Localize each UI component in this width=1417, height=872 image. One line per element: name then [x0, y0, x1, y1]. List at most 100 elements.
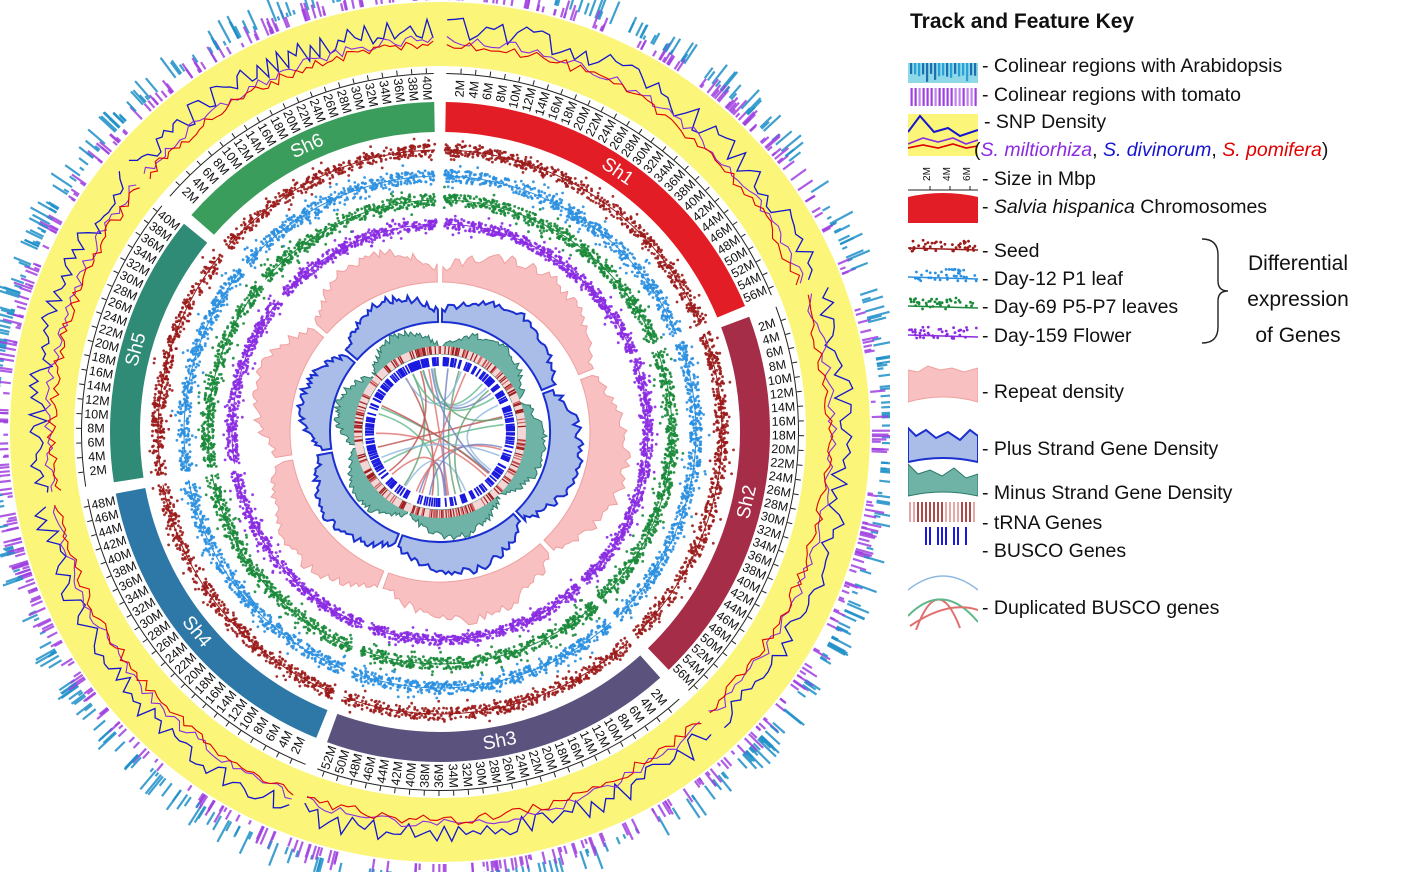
arabidopsis-bar [880, 469, 890, 473]
expression-point [583, 212, 586, 215]
arabidopsis-bar [788, 151, 802, 162]
tick-mark [789, 346, 795, 350]
expression-point [164, 466, 167, 470]
tomato-bar [11, 561, 29, 570]
expression-point [377, 708, 381, 711]
expression-point [587, 229, 590, 232]
expression-point [339, 172, 343, 175]
expression-point [162, 393, 166, 397]
tomato-bar [580, 839, 586, 849]
expression-point [241, 237, 245, 240]
expression-point [670, 524, 674, 527]
arabidopsis-bar [311, 0, 316, 9]
arabidopsis-bar [847, 600, 862, 608]
expression-point [450, 709, 454, 712]
expression-point [625, 646, 628, 650]
expression-point [720, 462, 724, 465]
arabidopsis-bar [760, 735, 780, 754]
tomato-bar [8, 559, 29, 568]
expression-point [715, 415, 718, 419]
tomato-bar [598, 833, 606, 848]
expression-point [661, 296, 664, 300]
expression-point [560, 198, 564, 202]
expression-point [712, 422, 716, 426]
arabidopsis-bar [598, 10, 604, 21]
tomato-bar [117, 728, 128, 738]
arabidopsis-bar [0, 331, 10, 336]
expression-point [721, 375, 724, 379]
expression-point [163, 459, 167, 463]
expression-point [647, 261, 651, 265]
arabidopsis-bar [47, 650, 58, 658]
expression-point [277, 192, 281, 195]
expression-point [624, 222, 627, 226]
expression-point [715, 351, 718, 355]
expression-point [678, 570, 682, 573]
expression-point [220, 600, 224, 604]
expression-point [696, 361, 700, 365]
expression-point [566, 175, 570, 179]
expression-point [517, 704, 520, 708]
arabidopsis-bar [70, 693, 85, 705]
snp-line [446, 42, 801, 286]
expression-point [633, 257, 637, 260]
tick-label: 12M [519, 86, 539, 113]
expression-point [192, 300, 196, 304]
tick-mark [237, 730, 242, 736]
expression-point [719, 372, 723, 375]
tomato-bar [837, 598, 846, 603]
arabidopsis-bar [112, 112, 125, 125]
expression-point [656, 249, 660, 252]
expression-point [162, 349, 166, 353]
tomato-bar [39, 220, 59, 232]
expression-point [539, 201, 543, 205]
expression-point [614, 238, 618, 242]
expression-point [296, 678, 299, 682]
tomato-bar [557, 847, 565, 866]
expression-point [485, 157, 489, 161]
expression-point [471, 155, 475, 159]
arabidopsis-bar [833, 227, 842, 234]
expression-point [461, 140, 465, 143]
arabidopsis-bar [879, 479, 890, 483]
arabidopsis-bar [77, 691, 84, 697]
tomato-bar [19, 286, 32, 293]
arabidopsis-bar [784, 141, 804, 158]
expression-point [682, 535, 686, 539]
tomato-bar [154, 758, 159, 764]
tomato-bar [461, 0, 464, 1]
tick-mark [394, 788, 396, 794]
tomato-bar [717, 89, 730, 103]
tomato-bar [520, 856, 525, 865]
arabidopsis-bar [93, 719, 106, 732]
expression-point [612, 647, 616, 651]
tomato-bar [412, 0, 415, 1]
tick-mark [87, 339, 93, 343]
expression-point [542, 690, 545, 694]
expression-point [620, 599, 624, 602]
expression-point [330, 174, 334, 177]
expression-point [185, 546, 189, 549]
expression-point [678, 358, 682, 361]
tomato-bar [32, 262, 42, 268]
expression-point [664, 258, 668, 262]
expression-point [640, 595, 643, 599]
expression-point [693, 296, 696, 299]
expression-point [680, 566, 683, 570]
expression-point [522, 194, 526, 198]
arabidopsis-bar [39, 641, 52, 650]
tomato-bar [871, 447, 885, 451]
expression-point [303, 684, 307, 687]
tomato-bar [6, 518, 18, 523]
arabidopsis-bar [18, 261, 31, 268]
expression-point [484, 181, 488, 185]
expression-point [696, 438, 700, 442]
tick-mark [713, 663, 718, 668]
arabidopsis-bar [225, 821, 233, 832]
expression-point [531, 687, 535, 690]
expression-point [212, 269, 216, 273]
expression-point [711, 541, 715, 545]
arabidopsis-bar [318, 857, 325, 872]
arabidopsis-bar [880, 394, 890, 398]
expression-point [684, 285, 688, 288]
